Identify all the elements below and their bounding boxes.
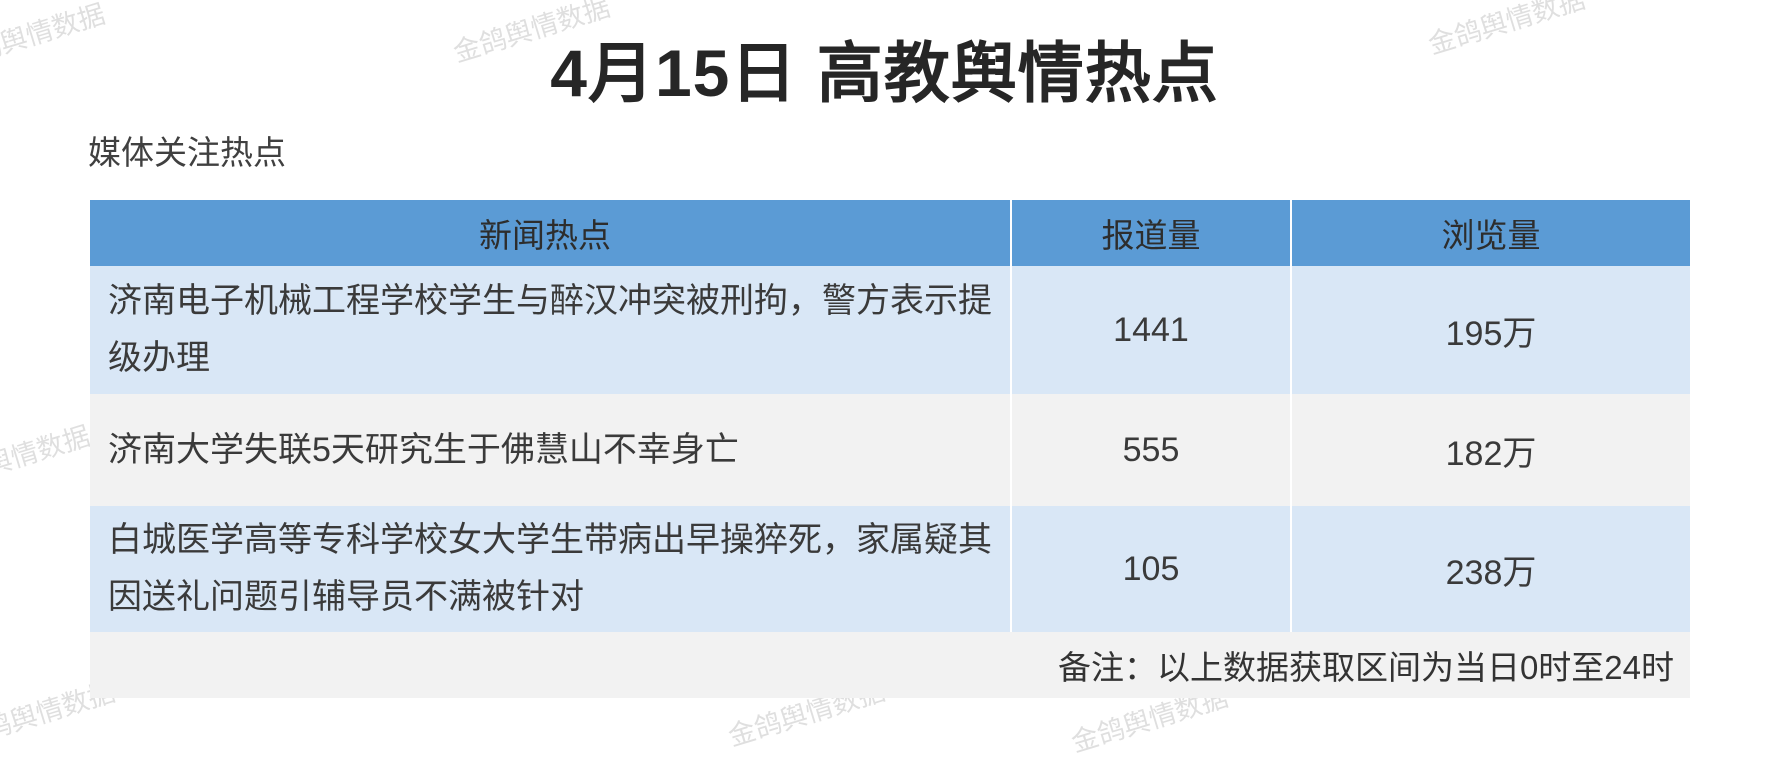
views-value: 238万	[1445, 553, 1537, 592]
reports-value: 555	[1122, 430, 1180, 469]
topic-cell: 济南电子机械工程学校学生与醉汉冲突被刑拘，警方表示提级办理	[90, 266, 1010, 394]
section-label: 媒体关注热点	[88, 134, 286, 171]
reports-value: 1441	[1113, 310, 1189, 349]
column-header-reports: 报道量	[1010, 200, 1290, 266]
topic-cell: 济南大学失联5天研究生于佛慧山不幸身亡	[90, 394, 1010, 506]
views-cell: 238万	[1290, 506, 1690, 632]
column-header-views: 浏览量	[1290, 200, 1690, 266]
topic-cell: 白城医学高等专科学校女大学生带病出早操猝死，家属疑其因送礼问题引辅导员不满被针对	[90, 506, 1010, 632]
views-value: 195万	[1445, 314, 1537, 353]
topic-text: 济南电子机械工程学校学生与醉汉冲突被刑拘，警方表示提级办理	[108, 282, 992, 377]
reports-value: 105	[1122, 549, 1180, 588]
views-value: 182万	[1445, 434, 1537, 473]
watermark: 金鸽舆情数据	[0, 420, 94, 497]
views-cell: 182万	[1290, 394, 1690, 506]
topic-text: 白城医学高等专科学校女大学生带病出早操猝死，家属疑其因送礼问题引辅导员不满被针对	[108, 521, 992, 616]
column-header-topic: 新闻热点	[479, 217, 611, 254]
footer-note-text: 备注：以上数据获取区间为当日0时至24时	[1057, 649, 1674, 686]
page-title: 4月15日 高教舆情热点	[550, 36, 1219, 110]
table-footer-note: 备注：以上数据获取区间为当日0时至24时	[90, 632, 1690, 698]
views-cell: 195万	[1290, 266, 1690, 394]
topic-text: 济南大学失联5天研究生于佛慧山不幸身亡	[108, 430, 739, 469]
media-hotspot-table: 新闻热点 报道量 浏览量 济南电子机械工程学校学生与醉汉冲突被刑拘，警方表示提级…	[90, 200, 1690, 698]
reports-cell: 105	[1010, 506, 1290, 632]
table-row: 济南电子机械工程学校学生与醉汉冲突被刑拘，警方表示提级办理 1441 195万	[90, 266, 1690, 394]
table-row: 济南大学失联5天研究生于佛慧山不幸身亡 555 182万	[90, 394, 1690, 506]
reports-cell: 555	[1010, 394, 1290, 506]
table-header-row: 新闻热点 报道量 浏览量	[90, 200, 1690, 266]
reports-cell: 1441	[1010, 266, 1290, 394]
table-row: 白城医学高等专科学校女大学生带病出早操猝死，家属疑其因送礼问题引辅导员不满被针对…	[90, 506, 1690, 632]
